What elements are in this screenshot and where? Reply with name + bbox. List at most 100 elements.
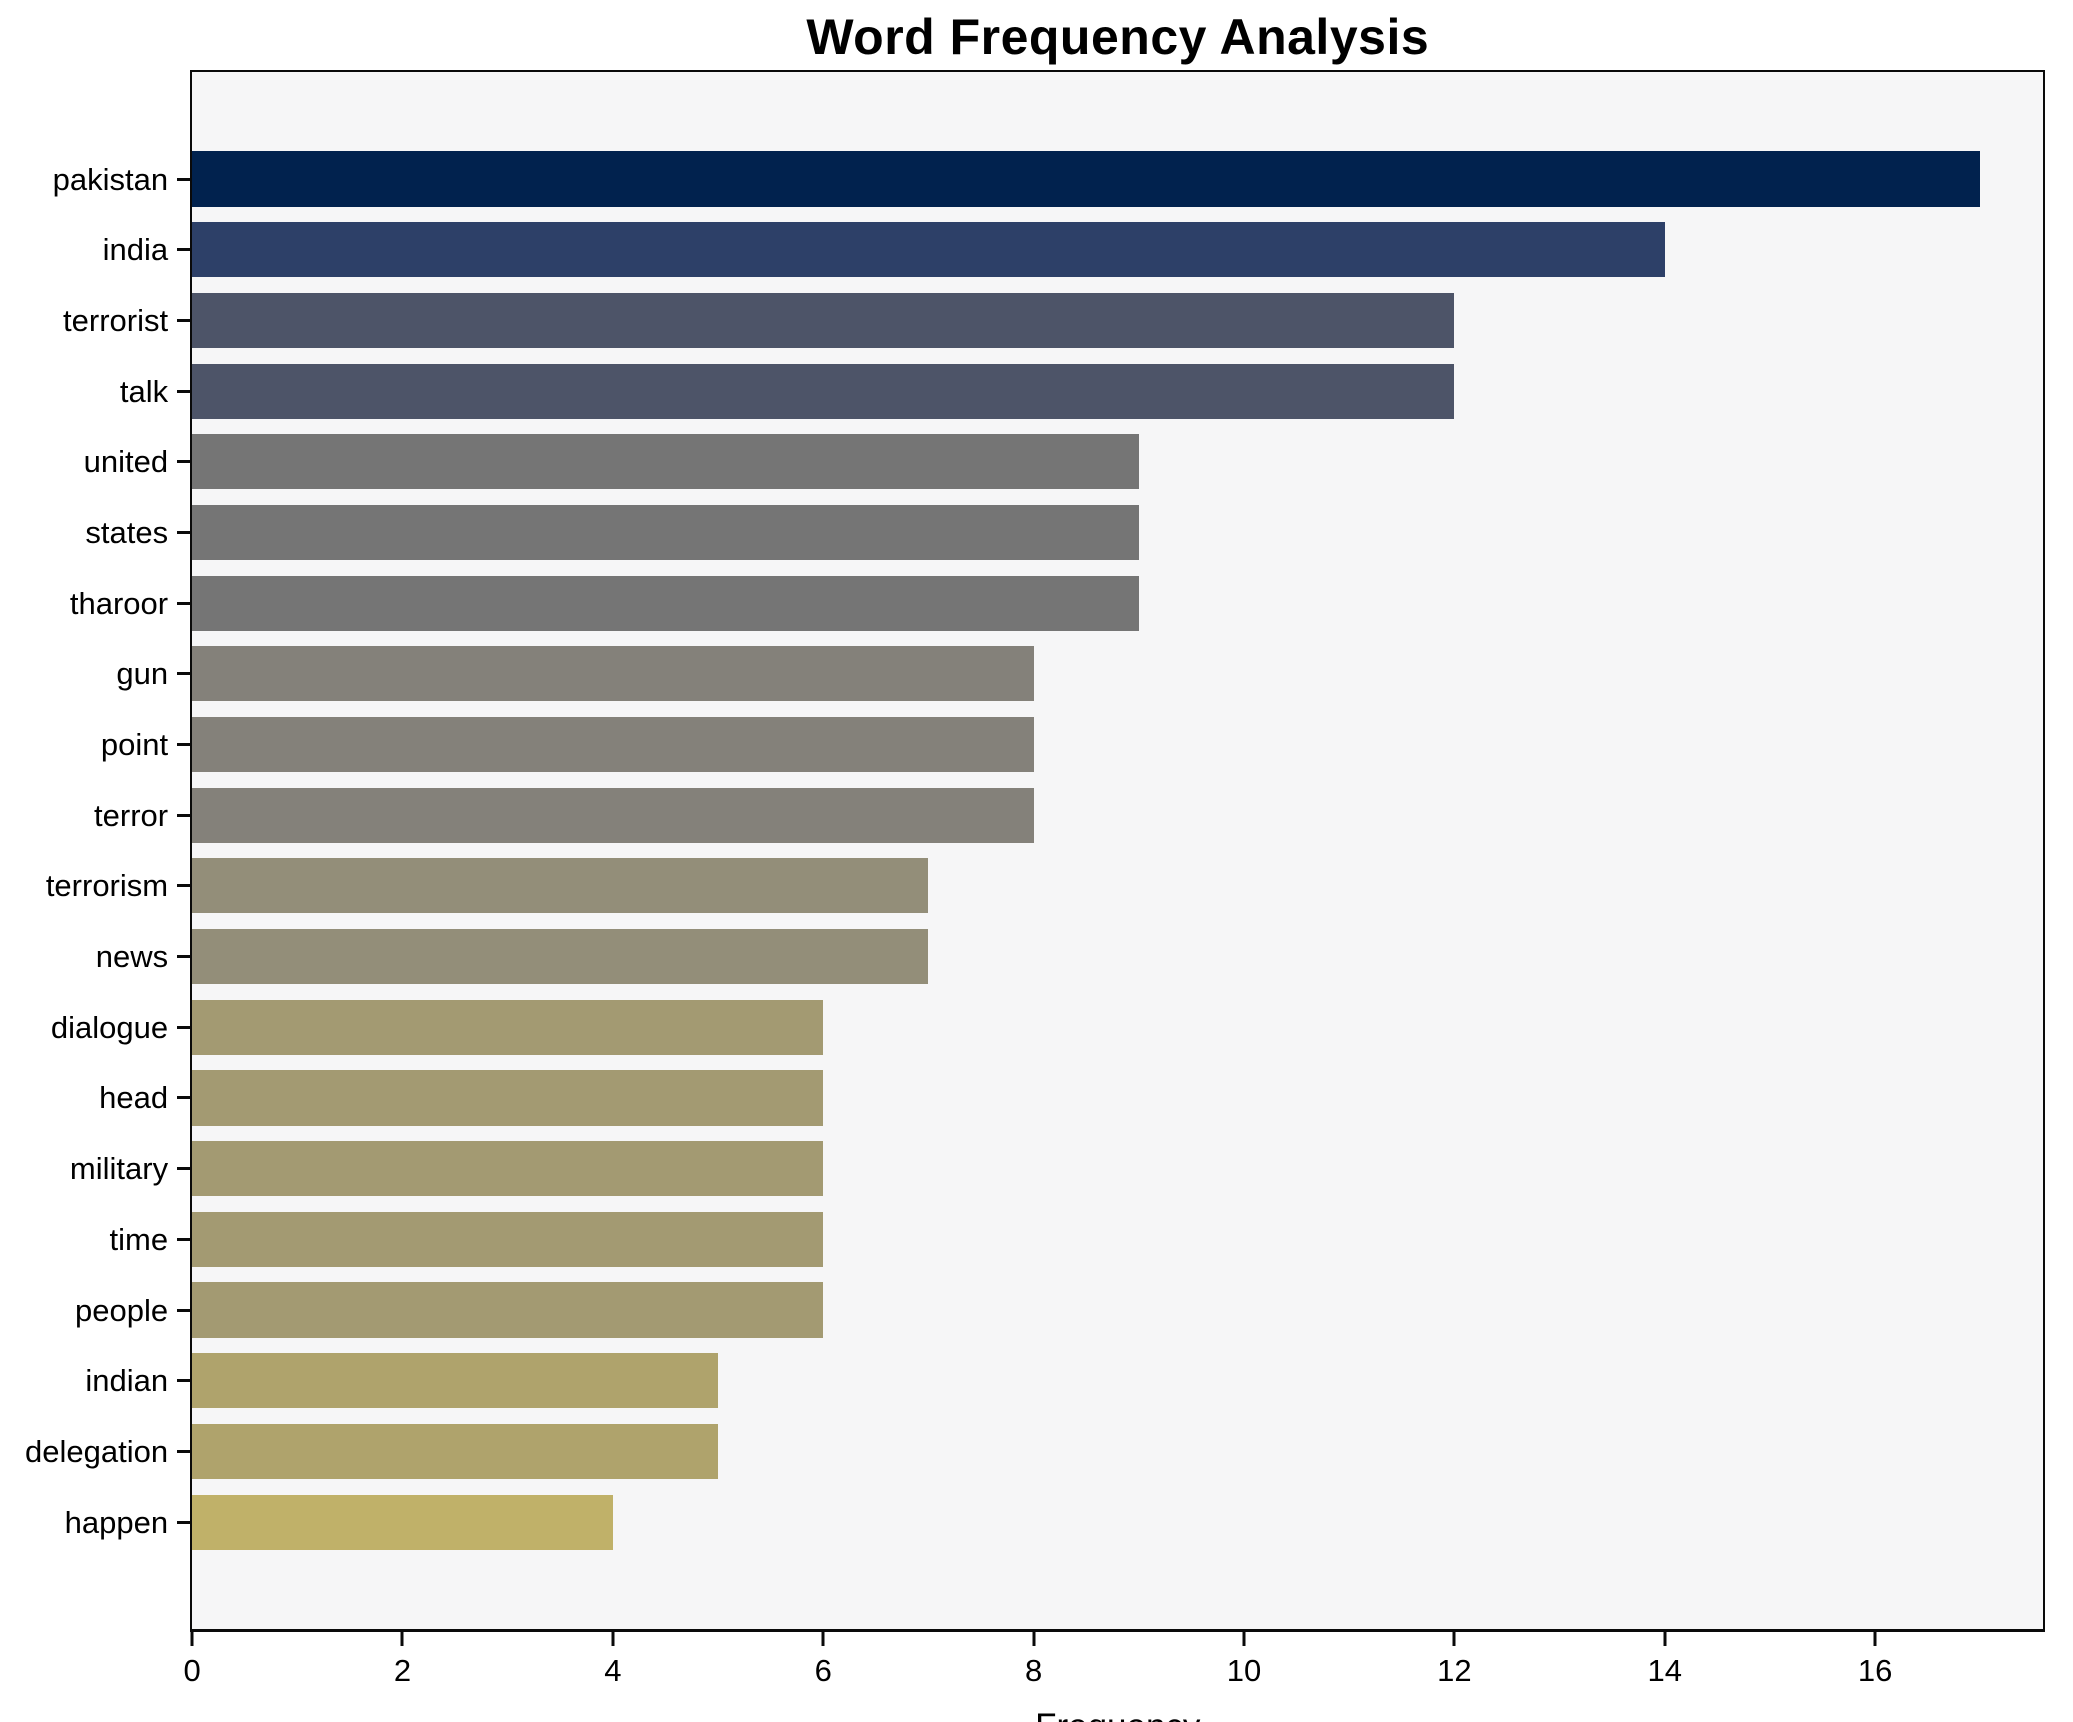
x-tick-mark (821, 1631, 825, 1646)
x-tick-mark (1452, 1631, 1456, 1646)
y-tick-mark (177, 601, 191, 605)
bar-row: united (84, 426, 2043, 497)
y-tick-label: dialogue (50, 1009, 169, 1045)
bar (192, 787, 1034, 843)
bar-row: tharoor (70, 568, 2043, 639)
bar (192, 858, 929, 914)
y-tick-mark (177, 1237, 191, 1241)
bar (192, 1423, 719, 1479)
bar (192, 1353, 719, 1409)
y-tick-mark (177, 1379, 191, 1383)
y-tick-mark (177, 530, 191, 534)
bar (192, 151, 1981, 207)
bar-row: india (103, 214, 2043, 285)
x-tick-label: 2 (393, 1652, 412, 1688)
bar (192, 222, 1665, 278)
y-tick-label: people (75, 1292, 169, 1328)
bar (192, 504, 1139, 561)
bar (192, 1141, 824, 1197)
bar-row: pakistan (53, 144, 2043, 215)
x-tick-mark (400, 1631, 404, 1646)
bar-row: happen (65, 1487, 2043, 1558)
y-tick-label: india (102, 232, 169, 268)
y-tick-label: terror (94, 797, 169, 833)
bar (192, 929, 929, 985)
x-axis-label: Frequency (192, 1709, 2043, 1722)
x-tick-mark (1032, 1631, 1036, 1646)
y-tick-label: delegation (25, 1433, 169, 1469)
y-tick-label: terrorist (63, 302, 169, 338)
y-tick-label: indian (85, 1363, 169, 1399)
y-tick-mark (177, 460, 191, 464)
x-tick-label: 16 (1857, 1652, 1893, 1688)
x-tick-mark (1242, 1631, 1246, 1646)
x-tick-mark (1873, 1631, 1877, 1646)
bar-row: time (110, 1204, 2043, 1275)
bar-row: head (99, 1063, 2043, 1134)
bar-row: news (96, 921, 2043, 992)
bar-row: gun (116, 639, 2043, 710)
y-tick-mark (177, 1025, 191, 1029)
chart-title: Word Frequency Analysis (806, 9, 1430, 65)
y-tick-label: military (69, 1151, 169, 1187)
bar (192, 434, 1139, 490)
bar-row: states (85, 497, 2043, 568)
x-tick-label: 12 (1437, 1652, 1472, 1688)
x-tick-mark (190, 1631, 194, 1646)
bar (192, 716, 1034, 773)
x-tick-label: 8 (1024, 1652, 1043, 1688)
x-tick-label: 6 (814, 1652, 832, 1688)
y-tick-label: pakistan (52, 161, 169, 197)
y-tick-label: gun (116, 656, 169, 692)
bar (192, 1070, 824, 1126)
y-tick-label: head (99, 1080, 169, 1116)
x-tick-mark (611, 1631, 615, 1646)
y-tick-mark (177, 1167, 191, 1171)
y-tick-label: happen (64, 1504, 169, 1540)
y-tick-mark (177, 955, 191, 959)
bar-row: military (70, 1133, 2043, 1204)
bar-row: point (101, 709, 2043, 780)
bar-row: people (75, 1275, 2043, 1346)
y-tick-mark (177, 389, 191, 393)
y-tick-label: news (95, 939, 169, 975)
bar-row: terrorist (63, 285, 2043, 356)
bar (192, 999, 824, 1055)
bars-container: pakistan india terrorist talk united states th… (25, 144, 2043, 1558)
y-tick-mark (177, 1449, 191, 1453)
x-tick-label: 4 (604, 1652, 622, 1688)
bar-row: terrorism (46, 851, 2043, 922)
y-tick-mark (177, 248, 191, 252)
y-tick-mark (177, 813, 191, 817)
y-tick-mark (177, 1096, 191, 1100)
y-tick-label: tharoor (69, 585, 169, 621)
plot-area: pakistan india terrorist talk united states th… (25, 70, 2046, 1722)
bar (192, 646, 1034, 702)
y-tick-label: united (83, 444, 169, 480)
bar (192, 575, 1139, 631)
bar-row: terror (94, 780, 2043, 851)
bar-row: indian (85, 1345, 2043, 1416)
y-tick-mark (177, 884, 191, 888)
bar-row: delegation (25, 1416, 2043, 1487)
x-tick-label: 10 (1226, 1652, 1262, 1688)
bar (192, 1494, 613, 1550)
bar (192, 1282, 824, 1338)
y-tick-label: talk (119, 373, 169, 409)
bar-row: dialogue (51, 992, 2043, 1063)
y-tick-mark (177, 177, 191, 181)
x-tick-mark (1663, 1631, 1667, 1646)
y-tick-mark (177, 743, 191, 747)
y-tick-label: states (85, 514, 169, 550)
y-tick-mark (177, 1520, 191, 1524)
y-tick-label: time (109, 1221, 169, 1257)
y-tick-mark (177, 318, 191, 322)
bar (192, 1211, 824, 1267)
bar (192, 363, 1455, 419)
y-tick-label: point (100, 727, 169, 763)
x-tick-label: 0 (183, 1652, 201, 1688)
x-tick-label: 14 (1647, 1652, 1682, 1688)
bar-row: talk (120, 356, 2043, 427)
bar (192, 292, 1455, 348)
